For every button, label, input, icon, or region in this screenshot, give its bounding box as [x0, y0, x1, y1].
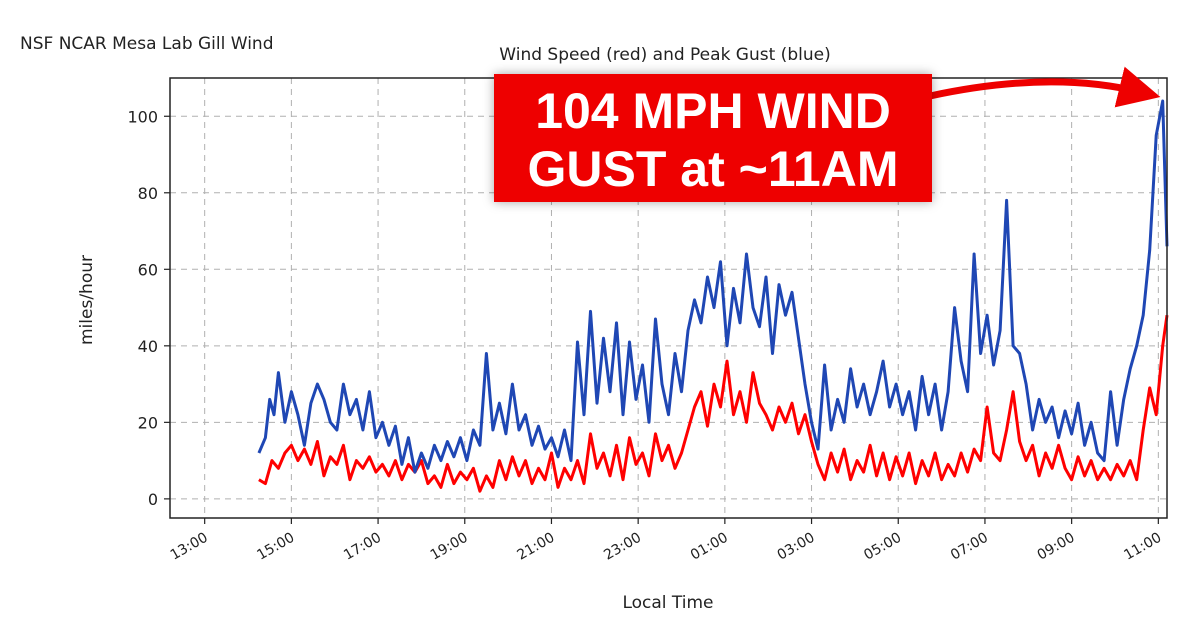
x-tick-label: 01:00 [688, 530, 731, 564]
x-tick-label: 03:00 [775, 530, 818, 564]
x-tick-label: 11:00 [1121, 530, 1164, 564]
series-lines [257, 99, 1169, 493]
callout-line-2: GUST at ~11AM [527, 141, 899, 197]
x-tick-label: 19:00 [428, 530, 471, 564]
gust-callout: 104 MPH WIND GUST at ~11AM [494, 74, 932, 202]
x-axis-label: Local Time [622, 593, 713, 613]
x-tick-label: 17:00 [341, 530, 384, 564]
x-tick-label: 09:00 [1035, 530, 1078, 564]
grid [170, 78, 1167, 518]
x-tick-label: 13:00 [168, 530, 211, 564]
callout-arrow [929, 66, 1161, 108]
y-tick-label: 100 [127, 107, 158, 126]
x-tick-label: 23:00 [601, 530, 644, 564]
y-tick-label: 20 [138, 413, 158, 432]
y-tick-label: 0 [148, 490, 158, 509]
y-tick-label: 40 [138, 337, 158, 356]
y-tick-label: 80 [138, 184, 158, 203]
wind-speed-line [258, 314, 1169, 493]
x-tick-label: 21:00 [515, 530, 558, 564]
x-tick-label: 07:00 [948, 530, 991, 564]
chart-title: Wind Speed (red) and Peak Gust (blue) [499, 45, 830, 65]
peak-gust-line [257, 99, 1169, 474]
callout-line-1: 104 MPH WIND [535, 83, 891, 139]
x-tick-label: 15:00 [254, 530, 297, 564]
y-tick-label: 60 [138, 260, 158, 279]
station-title: NSF NCAR Mesa Lab Gill Wind [20, 34, 274, 54]
x-tick-label: 05:00 [861, 530, 904, 564]
y-axis-label: miles/hour [77, 255, 97, 345]
